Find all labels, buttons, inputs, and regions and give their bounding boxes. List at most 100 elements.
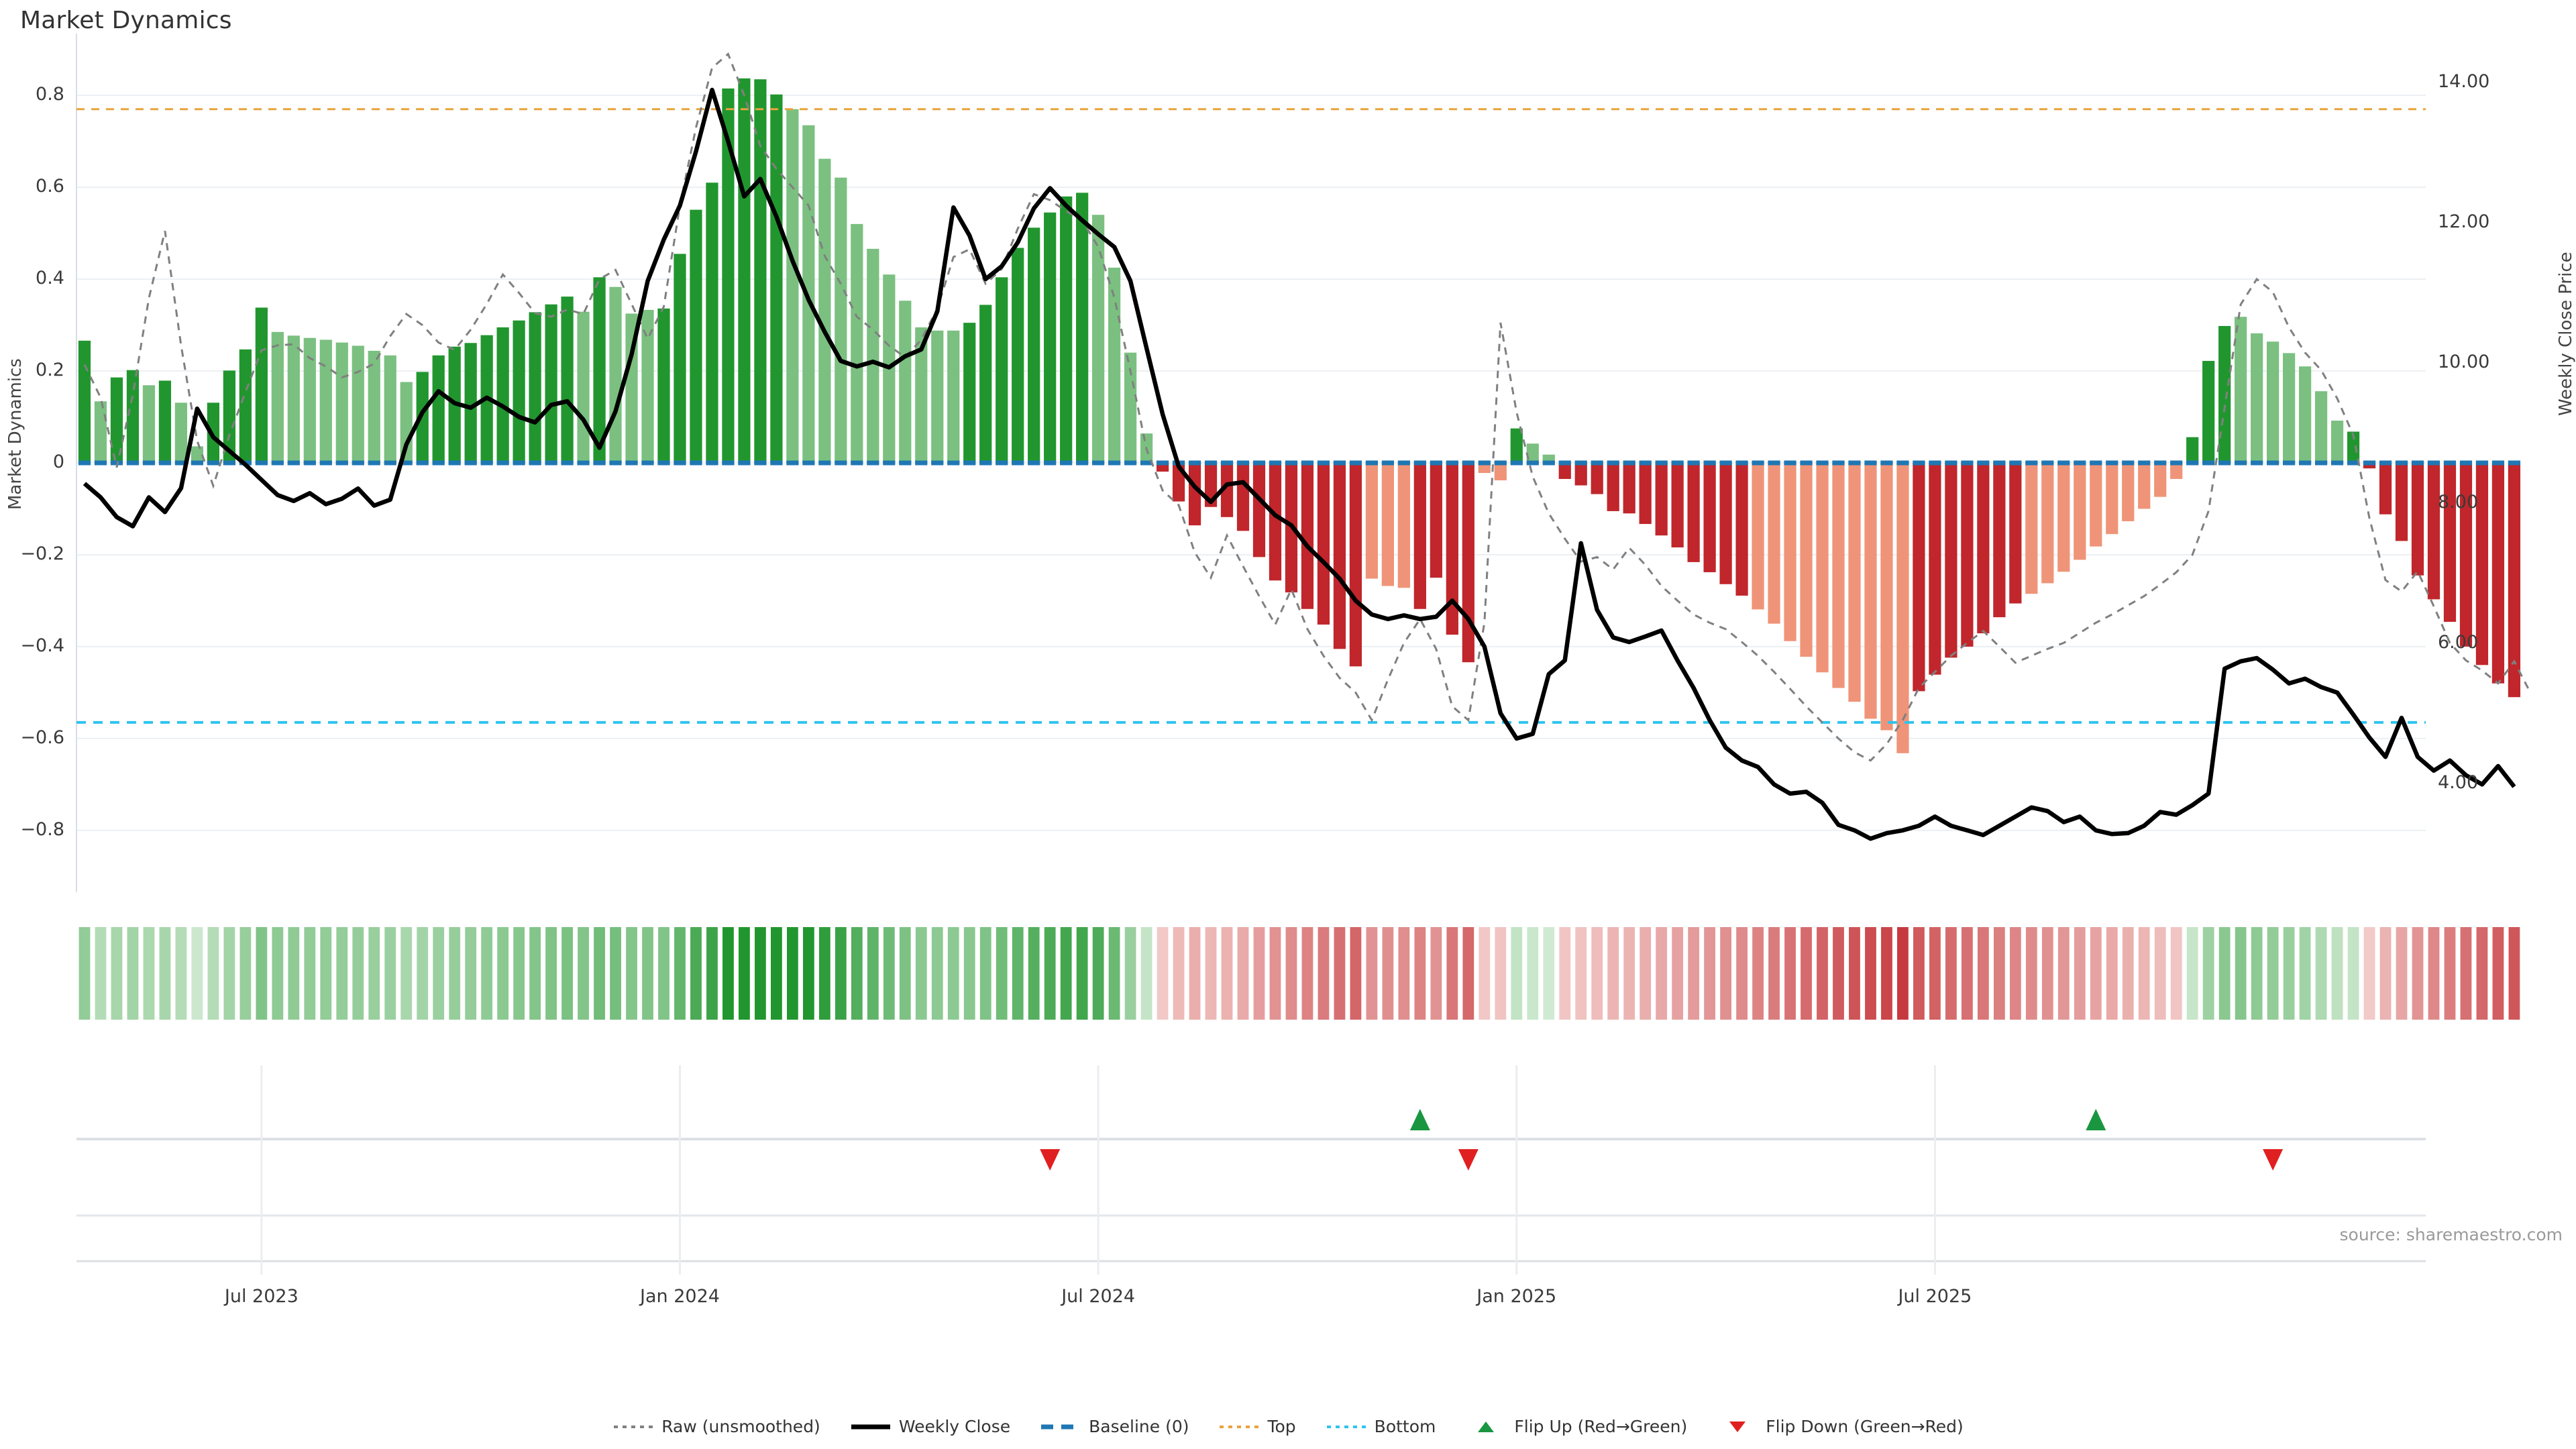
- x-tick: Jul 2025: [1898, 1286, 1972, 1307]
- heatmap-cell: [2508, 927, 2520, 1020]
- heatmap-cell: [2251, 927, 2263, 1020]
- heatmap-cell: [384, 927, 396, 1020]
- heatmap-cell: [947, 927, 959, 1020]
- flip-up-marker: [1409, 1109, 1430, 1130]
- legend-label: Raw (unsmoothed): [661, 1417, 820, 1436]
- dynamics-bar: [996, 277, 1008, 463]
- heatmap-cell: [2267, 927, 2279, 1020]
- dynamics-bar: [1639, 463, 1652, 525]
- heatmap-cell: [1801, 927, 1812, 1020]
- legend-item-flip_down[interactable]: Flip Down (Green→Red): [1717, 1417, 1964, 1436]
- dynamics-bar: [223, 370, 235, 463]
- dynamics-bar: [239, 349, 252, 463]
- dynamics-bar: [2057, 463, 2070, 572]
- heatmap-cell: [899, 927, 911, 1020]
- heatmap-cell: [851, 927, 863, 1020]
- dynamics-bar: [1671, 463, 1684, 547]
- dynamics-bar: [255, 307, 268, 463]
- dynamics-bar: [1719, 463, 1732, 584]
- heatmap-cell: [867, 927, 879, 1020]
- heatmap-cell: [1028, 927, 1040, 1020]
- dynamics-bar: [464, 343, 477, 463]
- dynamics-bar: [1381, 463, 1394, 586]
- dynamics-bar: [1301, 463, 1314, 609]
- y-tick-left: 0.6: [36, 176, 64, 197]
- dynamics-bar: [1832, 463, 1845, 688]
- source-watermark: source: sharemaestro.com: [2339, 1225, 2563, 1244]
- legend-item-weekly_close[interactable]: Weekly Close: [850, 1417, 1010, 1436]
- dynamics-bar: [1574, 463, 1587, 486]
- dynamics-bar: [545, 304, 557, 463]
- heatmap-cell: [1221, 927, 1233, 1020]
- dynamics-bar: [271, 331, 284, 463]
- heatmap-cell: [1189, 927, 1201, 1020]
- heatmap-cell: [1591, 927, 1603, 1020]
- heatmap-cell: [2412, 927, 2424, 1020]
- dynamics-bar: [1124, 352, 1137, 463]
- dynamics-bar: [2363, 463, 2376, 469]
- heatmap-cell: [979, 927, 991, 1020]
- heatmap-cell: [2090, 927, 2102, 1020]
- dynamics-bar: [2395, 463, 2408, 541]
- dynamics-bar: [1752, 463, 1764, 610]
- heatmap-cell: [433, 927, 445, 1020]
- legend-item-bottom[interactable]: Bottom: [1326, 1417, 1436, 1436]
- dynamics-bar: [384, 355, 396, 463]
- dynamics-bar: [1462, 463, 1474, 663]
- dynamics-bar: [1961, 463, 1974, 647]
- dynamics-bar: [158, 380, 172, 463]
- raw-line: [83, 52, 2532, 762]
- heatmap-cell: [2218, 927, 2231, 1020]
- heatmap-cell: [111, 927, 123, 1020]
- legend-swatch-raw-icon: [612, 1420, 654, 1434]
- y-tick-left: 0.2: [36, 360, 64, 381]
- heatmap-cell: [1076, 927, 1088, 1020]
- heatmap-cell: [883, 927, 895, 1020]
- heatmap-cell: [256, 927, 268, 1020]
- heatmap-cell: [1961, 927, 1973, 1020]
- dynamics-bar: [1365, 463, 1379, 579]
- heatmap-cell: [1768, 927, 1780, 1020]
- heatmap-cell: [288, 927, 300, 1020]
- heatmap-cell: [465, 927, 477, 1020]
- heatmap-cell: [2106, 927, 2118, 1020]
- heatmap-cell: [1945, 927, 1957, 1020]
- dynamics-bar: [577, 311, 590, 463]
- legend-label: Flip Up (Red→Green): [1514, 1417, 1688, 1436]
- dynamics-bar: [513, 320, 525, 463]
- legend-item-top[interactable]: Top: [1218, 1417, 1296, 1436]
- dynamics-bar: [931, 330, 944, 463]
- dynamics-bar: [835, 177, 847, 463]
- dynamics-bar: [1623, 463, 1635, 514]
- dynamics-bar: [2154, 463, 2167, 497]
- heatmap-cell: [1060, 927, 1072, 1020]
- dynamics-bar: [1735, 463, 1748, 596]
- heatmap-cell: [127, 927, 139, 1020]
- heatmap-cell: [2170, 927, 2182, 1020]
- heatmap-cell: [2379, 927, 2392, 1020]
- dynamics-bar: [1784, 463, 1796, 641]
- dynamics-bar: [1494, 463, 1507, 481]
- legend-item-baseline[interactable]: Baseline (0): [1040, 1417, 1189, 1436]
- heatmap-cell: [2235, 927, 2247, 1020]
- heatmap-cell: [1253, 927, 1265, 1020]
- heatmap-cell: [722, 927, 734, 1020]
- heatmap-cell: [449, 927, 461, 1020]
- dynamics-bar: [915, 327, 928, 463]
- dynamics-bar: [2170, 463, 2183, 479]
- dynamics-bar: [1349, 463, 1362, 667]
- dynamics-bar: [529, 312, 541, 463]
- heatmap-cell: [95, 927, 107, 1020]
- dynamics-bar: [2379, 463, 2392, 515]
- heatmap-cell: [963, 927, 975, 1020]
- heatmap-cell: [771, 927, 782, 1020]
- dynamics-bar: [1896, 463, 1909, 753]
- legend-item-raw[interactable]: Raw (unsmoothed): [612, 1417, 820, 1436]
- chart-title: Market Dynamics: [20, 7, 232, 34]
- legend-item-flip_up[interactable]: Flip Up (Red→Green): [1465, 1417, 1687, 1436]
- heatmap-cell: [2283, 927, 2295, 1020]
- y-tick-right: 4.00: [2438, 772, 2479, 794]
- dynamics-bar: [1092, 215, 1105, 463]
- heatmap-cell: [78, 927, 91, 1020]
- dynamics-bar: [368, 350, 380, 463]
